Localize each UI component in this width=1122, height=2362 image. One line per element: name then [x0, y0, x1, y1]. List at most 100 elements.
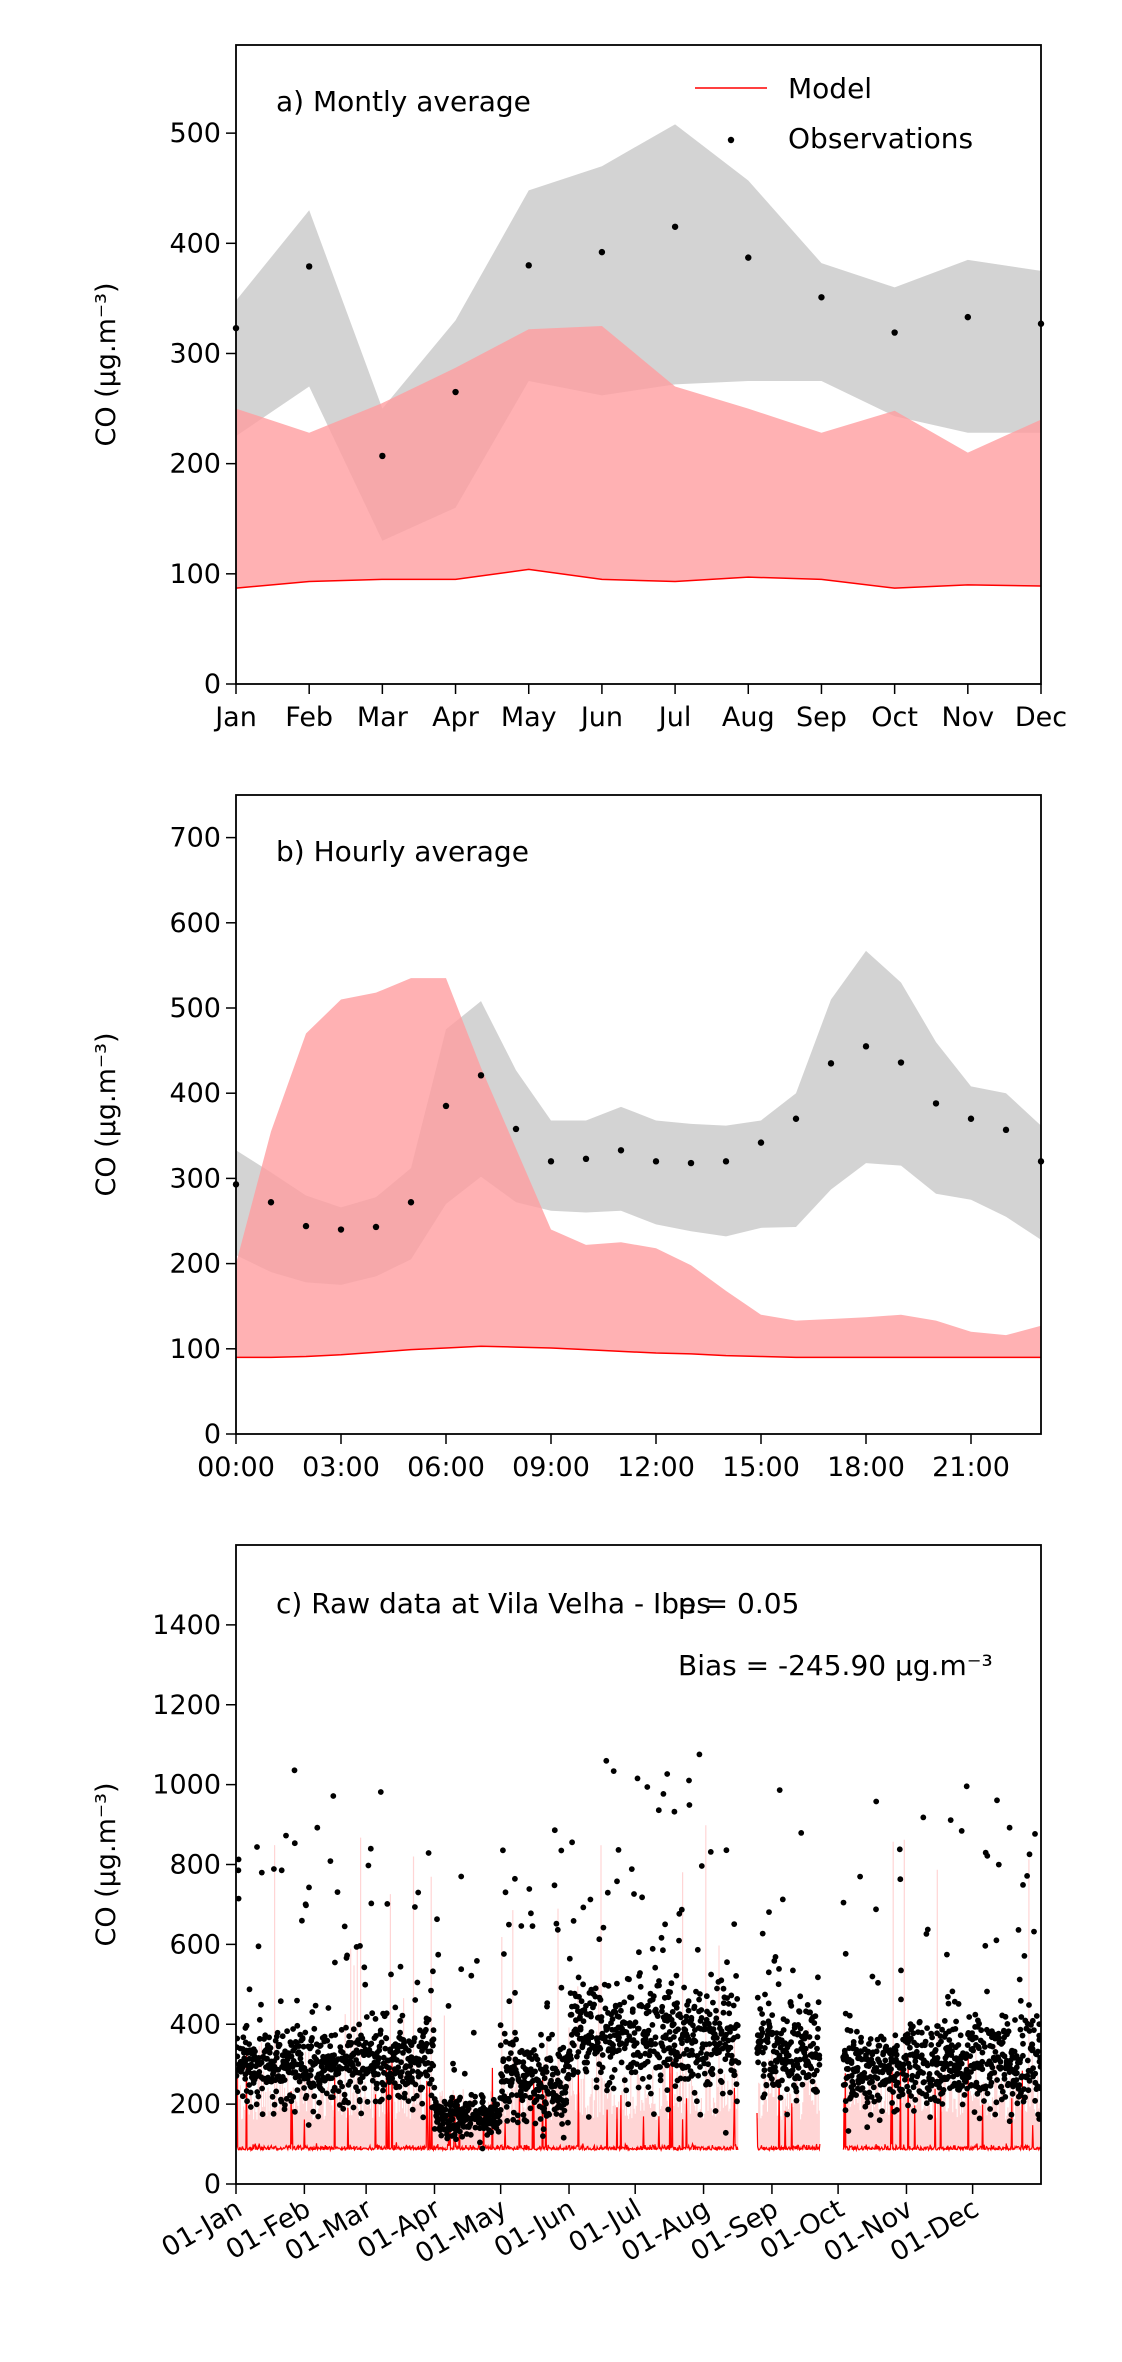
observation-point: [514, 2119, 521, 2126]
observation-point: [639, 2075, 646, 2082]
observation-point: [994, 1797, 1000, 1804]
observation-point: [584, 2059, 590, 2066]
observation-point: [372, 2016, 379, 2022]
observation-point: [894, 2042, 900, 2049]
observation-point: [593, 2084, 600, 2091]
observation-point: [346, 2033, 353, 2040]
observation-point: [399, 2012, 406, 2019]
observation-point: [580, 2018, 587, 2025]
observation-point: [236, 2089, 241, 2096]
observation-point: [405, 2098, 412, 2105]
observation-point: [899, 2091, 906, 2098]
observation-point: [959, 2101, 966, 2108]
observation-point: [992, 2111, 999, 2118]
observation-point: [924, 2062, 931, 2069]
observation-point: [539, 2094, 545, 2100]
observation-point: [543, 2068, 550, 2075]
observation-point: [458, 1873, 465, 1880]
observation-point: [1009, 2090, 1016, 2097]
observation-point: [340, 2105, 347, 2112]
observation-point: [698, 2050, 704, 2056]
x-tick-label: Mar: [357, 702, 409, 733]
observation-point: [813, 2067, 820, 2074]
observation-point: [292, 2069, 299, 2076]
observation-point: [296, 2078, 303, 2085]
observation-point: [588, 2029, 595, 2035]
model-range-band: [236, 325, 1041, 589]
observation-point: [1025, 2087, 1032, 2094]
observation-point: [1014, 2070, 1020, 2077]
observation-point: [236, 2053, 241, 2060]
observation-point: [375, 2055, 382, 2061]
observation-point: [527, 2105, 534, 2112]
observation-point: [302, 2068, 309, 2075]
observation-point: [995, 1861, 1002, 1868]
observation-point: [531, 2047, 537, 2053]
observation-point: [880, 2036, 887, 2042]
observation-point: [733, 2081, 740, 2088]
observation-point: [698, 1863, 705, 1869]
observation-point: [1026, 2028, 1033, 2034]
observation-point: [690, 2032, 696, 2038]
observation-point: [734, 2022, 741, 2029]
observation-point: [311, 2093, 318, 2100]
observation-point: [1035, 2048, 1041, 2055]
observation-point: [935, 2098, 941, 2105]
observation-point: [1013, 2064, 1020, 2071]
observation-point: [278, 1867, 285, 1874]
observation-point: [291, 1767, 298, 1774]
observation-point: [1017, 2059, 1023, 2066]
observation-point: [537, 2116, 544, 2122]
observation-point: [671, 1808, 678, 1815]
observation-point: [668, 1980, 675, 1987]
observation-point: [909, 2072, 916, 2079]
observation-point: [442, 1102, 450, 1110]
observation-point: [538, 2042, 545, 2049]
observation-point: [665, 1994, 672, 2001]
observation-point: [290, 2026, 296, 2032]
observation-point: [708, 2051, 715, 2058]
observation-point: [897, 1876, 904, 1883]
observation-point: [560, 2067, 567, 2074]
observation-point: [759, 1930, 766, 1937]
observation-point: [719, 2090, 726, 2097]
observation-point: [596, 1936, 603, 1943]
observation-point: [270, 2110, 277, 2117]
observation-point: [815, 1974, 821, 1981]
observation-point: [760, 2073, 767, 2079]
observation-point: [900, 2061, 907, 2068]
observation-point: [688, 2017, 695, 2023]
y-tick-label: 0: [204, 2169, 221, 2200]
observation-point: [910, 2084, 917, 2091]
observation-point: [512, 1989, 518, 1996]
observation-point: [882, 2057, 889, 2064]
observation-point: [955, 2001, 962, 2007]
observation-point: [459, 2133, 466, 2140]
observation-point: [727, 2029, 733, 2035]
y-axis-label: CO (μg.m⁻³): [91, 1032, 122, 1196]
observation-point: [684, 2046, 690, 2053]
observation-point: [870, 2060, 876, 2067]
observation-point: [945, 2000, 952, 2007]
x-tick-label: Jul: [657, 702, 692, 733]
observation-point: [957, 2032, 964, 2039]
observation-point: [639, 1894, 645, 1901]
observation-point: [984, 1852, 991, 1859]
observation-point: [776, 1787, 783, 1793]
observation-point: [713, 2015, 720, 2022]
observation-point: [348, 2040, 355, 2046]
observation-point: [678, 1906, 685, 1913]
observation-point: [642, 2035, 649, 2042]
observation-point: [611, 2066, 618, 2073]
observation-point: [762, 1991, 768, 1998]
observation-point: [380, 2087, 386, 2094]
observation-point: [407, 1199, 415, 1206]
observation-point: [294, 2087, 301, 2094]
observation-point: [1031, 1928, 1037, 1935]
observation-point: [553, 2111, 560, 2117]
observation-point: [467, 2120, 474, 2127]
observation-point: [1005, 2028, 1012, 2035]
observation-point: [799, 2041, 806, 2048]
observation-point: [540, 2126, 547, 2133]
observation-point: [477, 2139, 483, 2146]
